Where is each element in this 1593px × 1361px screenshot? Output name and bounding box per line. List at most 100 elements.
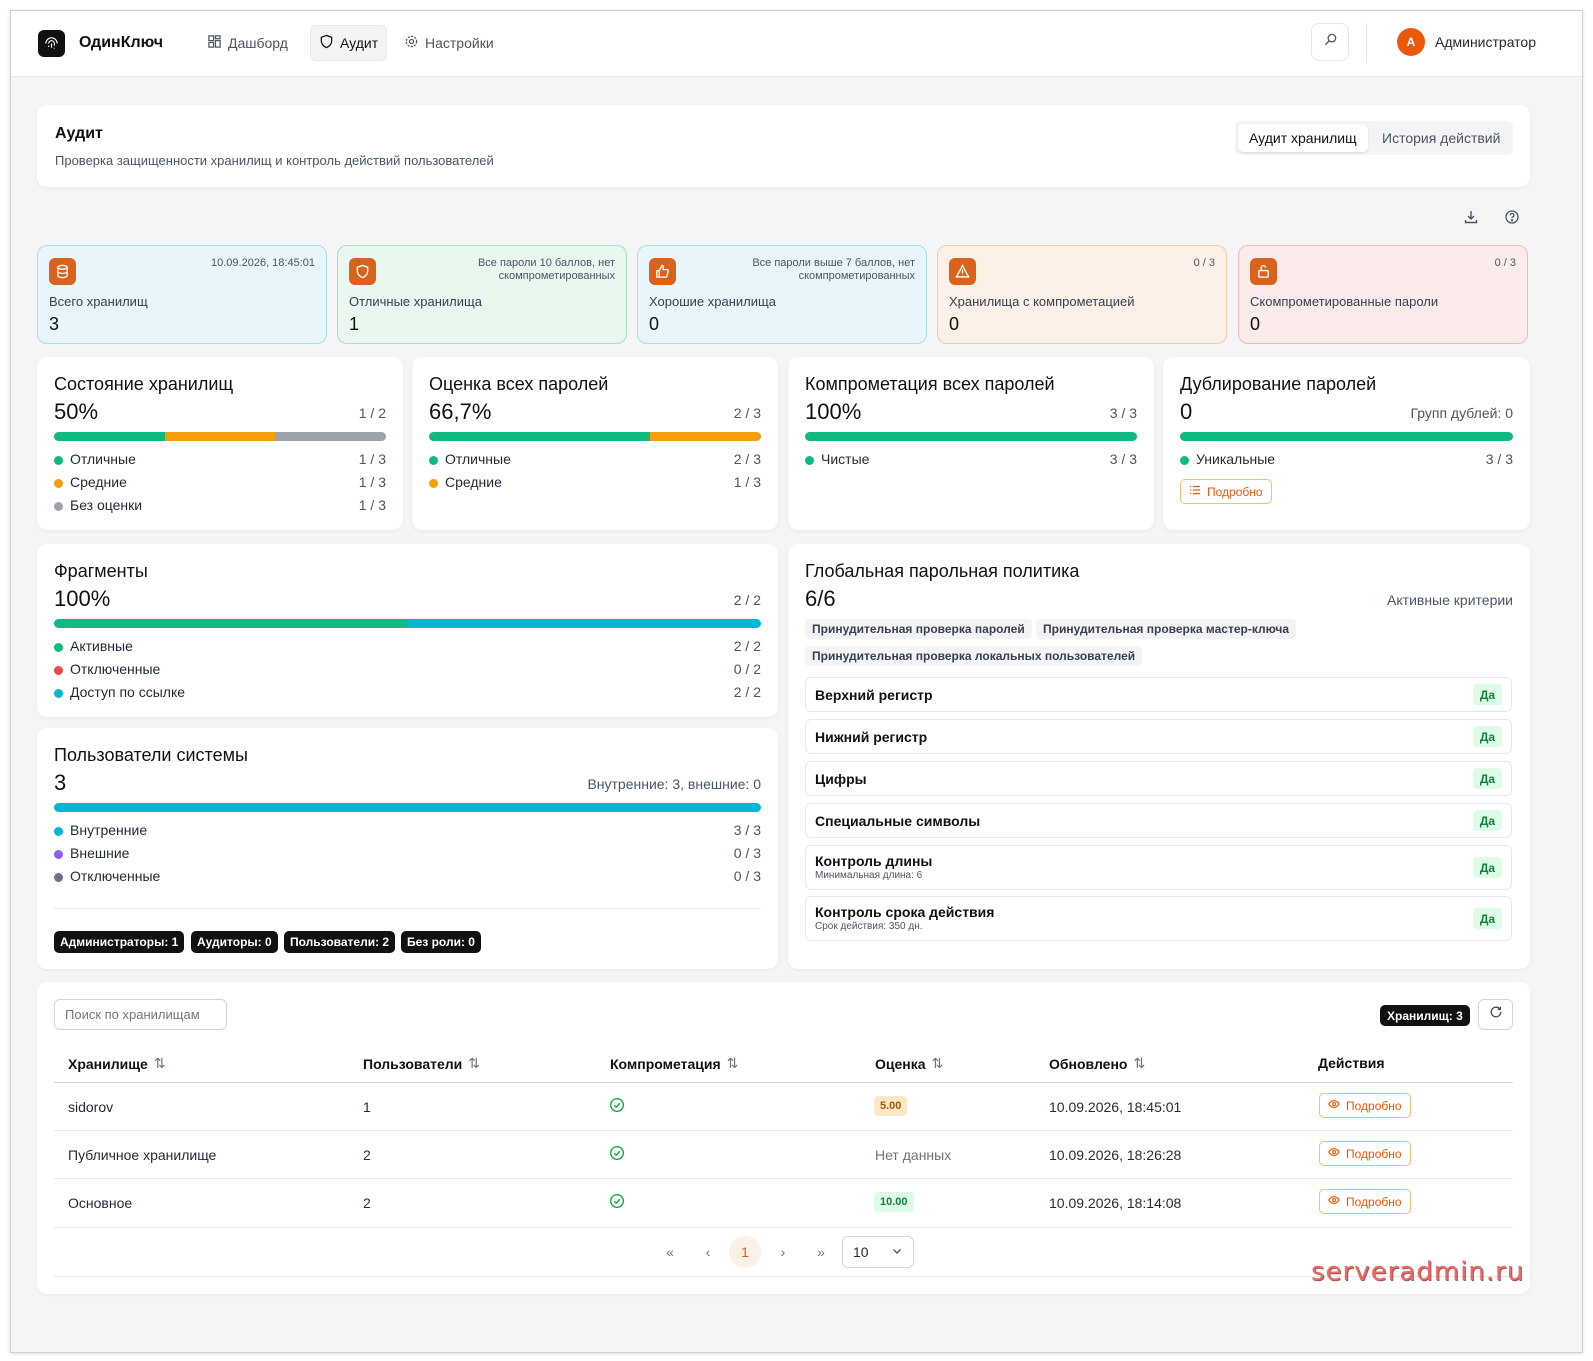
vault-name-cell[interactable]: sidorov xyxy=(68,1099,114,1115)
legend-item: Без оценки 1 / 3 xyxy=(54,497,386,517)
download-icon[interactable] xyxy=(1461,207,1481,227)
policy-rule: Цифры Да xyxy=(805,761,1512,796)
metric-title: Состояние хранилищ xyxy=(54,374,234,394)
updated-cell: 10.09.2026, 18:45:01 xyxy=(1049,1099,1182,1115)
column-header-updated[interactable]: Обновлено ⇅ xyxy=(1049,1055,1146,1072)
legend-item: Средние 1 / 3 xyxy=(429,474,761,494)
vault-name-cell[interactable]: Основное xyxy=(68,1195,133,1211)
metric-ratio: 2 / 3 xyxy=(733,405,761,421)
rule-name: Нижний регистр xyxy=(815,729,928,745)
role-badge-users: Пользователи: 2 xyxy=(284,931,396,953)
stat-value: 0 xyxy=(1250,314,1261,334)
metric-title: Пользователи системы xyxy=(54,745,248,765)
page-button-current[interactable]: 1 xyxy=(729,1236,761,1268)
stat-value: 0 xyxy=(649,314,660,334)
rule-status-badge: Да xyxy=(1473,726,1502,747)
metric-card-vault-status: Состояние хранилищ 50% 1 / 2 Отличные 1 /… xyxy=(37,357,403,530)
refresh-button[interactable] xyxy=(1478,999,1513,1030)
progress-bar xyxy=(429,432,761,441)
row-divider xyxy=(54,1130,1513,1131)
score-badge: 10.00 xyxy=(874,1192,914,1212)
search-button[interactable] xyxy=(1311,23,1349,61)
chevrons-right-icon: » xyxy=(817,1244,825,1260)
vault-name-cell[interactable]: Публичное хранилище xyxy=(68,1147,217,1163)
rule-description: Срок действия: 350 дн. xyxy=(815,921,923,932)
vault-details-button[interactable]: Подробно xyxy=(1319,1093,1411,1118)
stat-card-excellent: Все пароли 10 баллов, нет скомпрометиров… xyxy=(337,245,627,344)
rule-name: Контроль срока действия xyxy=(815,904,995,920)
policy-title: Глобальная парольная политика xyxy=(805,561,1080,581)
rule-name: Контроль длины xyxy=(815,853,933,869)
header-divider xyxy=(54,1082,1513,1083)
nav-dashboard[interactable]: Дашборд xyxy=(199,25,296,61)
brand-name[interactable]: ОдинКлюч xyxy=(79,34,163,51)
vault-details-button[interactable]: Подробно xyxy=(1319,1141,1411,1166)
policy-rule: Контроль срока действия Срок действия: 3… xyxy=(805,896,1512,941)
metric-value: 66,7% xyxy=(429,399,492,424)
last-page-button[interactable]: » xyxy=(805,1236,837,1268)
rule-name: Верхний регистр xyxy=(815,687,933,703)
role-badge-admins: Администраторы: 1 xyxy=(54,931,185,953)
shield-icon xyxy=(319,34,334,52)
page-title: Аудит xyxy=(55,125,103,142)
rule-name: Специальные символы xyxy=(815,813,981,829)
metric-value: 100% xyxy=(54,586,111,611)
legend-item: Уникальные 3 / 3 xyxy=(1180,451,1513,471)
metric-ratio: 3 / 3 xyxy=(1109,405,1137,421)
unlock-icon xyxy=(1250,258,1277,285)
divider xyxy=(54,908,761,909)
column-header-vault[interactable]: Хранилище ⇅ xyxy=(68,1055,166,1072)
nav-audit[interactable]: Аудит xyxy=(310,25,388,61)
policy-rule: Нижний регистр Да xyxy=(805,719,1512,754)
users-cell: 2 xyxy=(363,1195,371,1211)
role-badge-auditors: Аудиторы: 0 xyxy=(191,931,278,953)
tab-vault-audit[interactable]: Аудит хранилищ xyxy=(1238,124,1368,152)
password-policy-card: Глобальная парольная политика 6/6 Активн… xyxy=(788,544,1530,969)
stat-meta: 10.09.2026, 18:45:01 xyxy=(211,257,315,269)
user-name[interactable]: Администратор xyxy=(1435,34,1537,50)
progress-segment xyxy=(54,803,761,812)
stat-meta: Все пароли выше 7 баллов, нет скомпромет… xyxy=(752,257,915,282)
legend-item: Средние 1 / 3 xyxy=(54,474,386,494)
column-header-compromise[interactable]: Компрометация ⇅ xyxy=(610,1055,739,1072)
updated-cell: 10.09.2026, 18:14:08 xyxy=(1049,1195,1182,1211)
nav-dashboard-label: Дашборд xyxy=(228,35,288,51)
vault-details-button[interactable]: Подробно xyxy=(1319,1189,1411,1214)
page-size-select[interactable]: 10 xyxy=(842,1236,914,1268)
policy-rule: Контроль длины Минимальная длина: 6 Да xyxy=(805,845,1512,890)
first-page-button[interactable]: « xyxy=(654,1236,686,1268)
check-circle-icon xyxy=(609,1193,625,1212)
next-page-button[interactable]: › xyxy=(767,1236,799,1268)
tab-action-history[interactable]: История действий xyxy=(1382,130,1501,146)
column-header-actions: Действия xyxy=(1318,1055,1385,1071)
grid-icon xyxy=(207,34,222,52)
legend-item: Отличные 1 / 3 xyxy=(54,451,386,471)
column-header-users[interactable]: Пользователи ⇅ xyxy=(363,1055,481,1072)
help-icon[interactable] xyxy=(1502,207,1522,227)
nav-settings[interactable]: Настройки xyxy=(396,25,502,61)
policy-rule: Верхний регистр Да xyxy=(805,677,1512,712)
chevrons-left-icon: « xyxy=(666,1244,674,1260)
fingerprint-logo-icon[interactable] xyxy=(38,30,65,57)
vault-count-badge: Хранилищ: 3 xyxy=(1380,1005,1470,1026)
chevron-right-icon: › xyxy=(780,1244,786,1260)
details-label: Подробно xyxy=(1207,484,1263,499)
progress-segment xyxy=(805,432,1137,441)
refresh-icon xyxy=(1489,1005,1503,1024)
check-circle-icon xyxy=(609,1145,625,1164)
progress-segment xyxy=(164,432,276,441)
role-badge-no-role: Без роли: 0 xyxy=(401,931,481,953)
vault-search-input[interactable] xyxy=(54,999,227,1030)
stat-card-total: 10.09.2026, 18:45:01 Всего хранилищ 3 xyxy=(37,245,327,344)
rule-status-badge: Да xyxy=(1473,768,1502,789)
prev-page-button[interactable]: ‹ xyxy=(692,1236,724,1268)
policy-chip: Принудительная проверка паролей xyxy=(805,619,1032,639)
duplicates-details-button[interactable]: Подробно xyxy=(1180,479,1272,504)
row-divider xyxy=(54,1178,1513,1179)
metric-value: 0 xyxy=(1180,399,1193,424)
avatar[interactable]: А xyxy=(1397,28,1425,56)
metric-card-system-users: Пользователи системы 3 Внутренние: 3, вн… xyxy=(37,728,778,969)
metric-ratio: Групп дублей: 0 xyxy=(1410,405,1513,421)
progress-segment xyxy=(407,619,761,628)
column-header-score[interactable]: Оценка ⇅ xyxy=(875,1055,944,1072)
